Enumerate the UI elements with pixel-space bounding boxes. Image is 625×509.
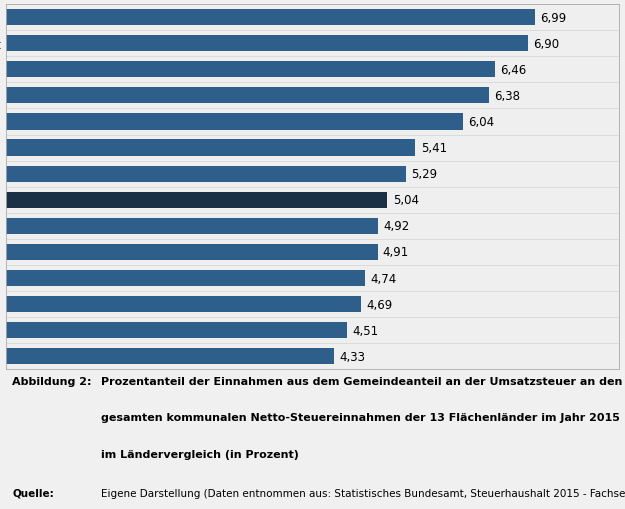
Bar xyxy=(6,270,364,287)
Text: 6,46: 6,46 xyxy=(500,64,526,77)
Text: 4,91: 4,91 xyxy=(383,246,409,259)
Bar xyxy=(6,88,489,104)
Text: 5,41: 5,41 xyxy=(421,142,447,155)
Bar xyxy=(6,166,406,182)
Text: Eigene Darstellung (Daten entnommen aus: Statistisches Bundesamt, Steuerhaushalt: Eigene Darstellung (Daten entnommen aus:… xyxy=(101,488,625,498)
Bar xyxy=(6,140,416,156)
Bar xyxy=(6,192,388,209)
Text: Quelle:: Quelle: xyxy=(12,488,54,498)
Text: 6,04: 6,04 xyxy=(468,116,494,129)
Bar xyxy=(6,36,528,52)
Text: 6,90: 6,90 xyxy=(533,38,559,50)
Text: gesamten kommunalen Netto-Steuereinnahmen der 13 Flächenländer im Jahr 2015: gesamten kommunalen Netto-Steuereinnahme… xyxy=(101,413,620,422)
Text: im Ländervergleich (in Prozent): im Ländervergleich (in Prozent) xyxy=(101,449,299,459)
Text: Prozentanteil der Einnahmen aus dem Gemeindeanteil an der Umsatzsteuer an den: Prozentanteil der Einnahmen aus dem Geme… xyxy=(101,376,622,386)
Text: 4,33: 4,33 xyxy=(339,350,365,363)
Text: 6,38: 6,38 xyxy=(494,90,520,103)
Text: 4,92: 4,92 xyxy=(384,220,410,233)
Bar xyxy=(6,62,495,78)
Text: Abbildung 2:: Abbildung 2: xyxy=(12,376,92,386)
Text: 4,51: 4,51 xyxy=(352,324,379,337)
Bar xyxy=(6,323,348,338)
Bar xyxy=(6,10,535,26)
Text: 4,74: 4,74 xyxy=(370,272,396,285)
Bar xyxy=(6,296,361,313)
Bar xyxy=(6,218,378,235)
Bar xyxy=(6,114,463,130)
Text: 4,69: 4,69 xyxy=(366,298,392,311)
Text: 5,29: 5,29 xyxy=(411,168,437,181)
Bar xyxy=(6,244,378,261)
Text: 5,04: 5,04 xyxy=(392,194,419,207)
Text: 6,99: 6,99 xyxy=(540,12,566,24)
Bar xyxy=(6,349,334,364)
